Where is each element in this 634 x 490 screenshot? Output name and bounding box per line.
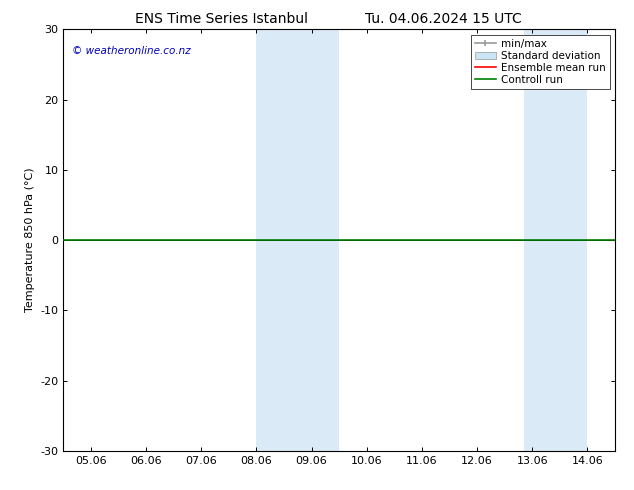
Text: © weatheronline.co.nz: © weatheronline.co.nz xyxy=(72,46,190,56)
Y-axis label: Temperature 850 hPa (°C): Temperature 850 hPa (°C) xyxy=(25,168,35,313)
Text: ENS Time Series Istanbul: ENS Time Series Istanbul xyxy=(136,12,308,26)
Legend: min/max, Standard deviation, Ensemble mean run, Controll run: min/max, Standard deviation, Ensemble me… xyxy=(470,35,610,89)
Bar xyxy=(256,29,339,451)
Text: Tu. 04.06.2024 15 UTC: Tu. 04.06.2024 15 UTC xyxy=(365,12,522,26)
Bar xyxy=(524,29,588,451)
